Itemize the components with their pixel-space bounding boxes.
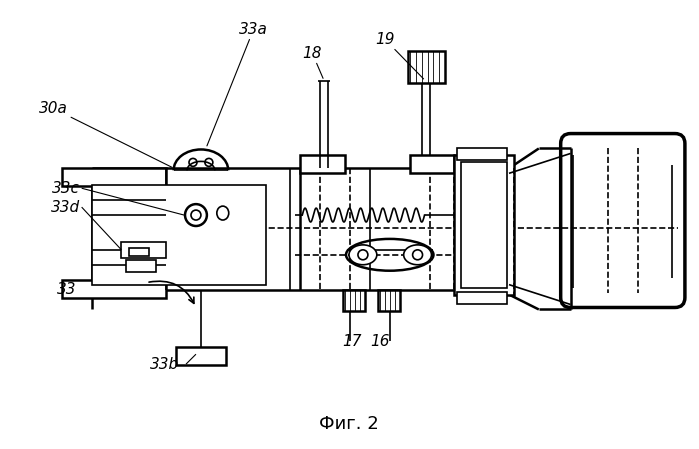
Ellipse shape [349,245,377,265]
Text: 33a: 33a [207,22,268,146]
FancyBboxPatch shape [561,133,685,308]
Text: 33b: 33b [150,357,179,372]
Bar [301,155,345,173]
Text: 33: 33 [57,282,77,297]
Bar [457,149,507,160]
Bar [343,290,365,312]
Bar [457,291,507,304]
Bar [408,51,445,83]
Bar [122,242,166,258]
Bar [129,248,150,256]
Text: 16: 16 [370,334,389,349]
Text: 18: 18 [303,45,323,78]
Text: 30a: 30a [39,101,172,167]
Bar [62,280,166,298]
Bar [461,163,507,288]
Text: 33c: 33c [52,181,80,196]
Bar [378,290,400,312]
Text: Фиг. 2: Фиг. 2 [319,415,379,433]
Bar [92,185,266,285]
Bar [127,260,156,272]
Text: 17: 17 [343,334,362,349]
Bar [62,168,166,186]
Text: 33d: 33d [50,200,80,215]
Bar [454,155,514,295]
Ellipse shape [403,245,431,265]
Text: 19: 19 [375,31,424,79]
FancyArrowPatch shape [149,281,194,304]
Bar [176,347,226,365]
Bar [410,155,454,173]
